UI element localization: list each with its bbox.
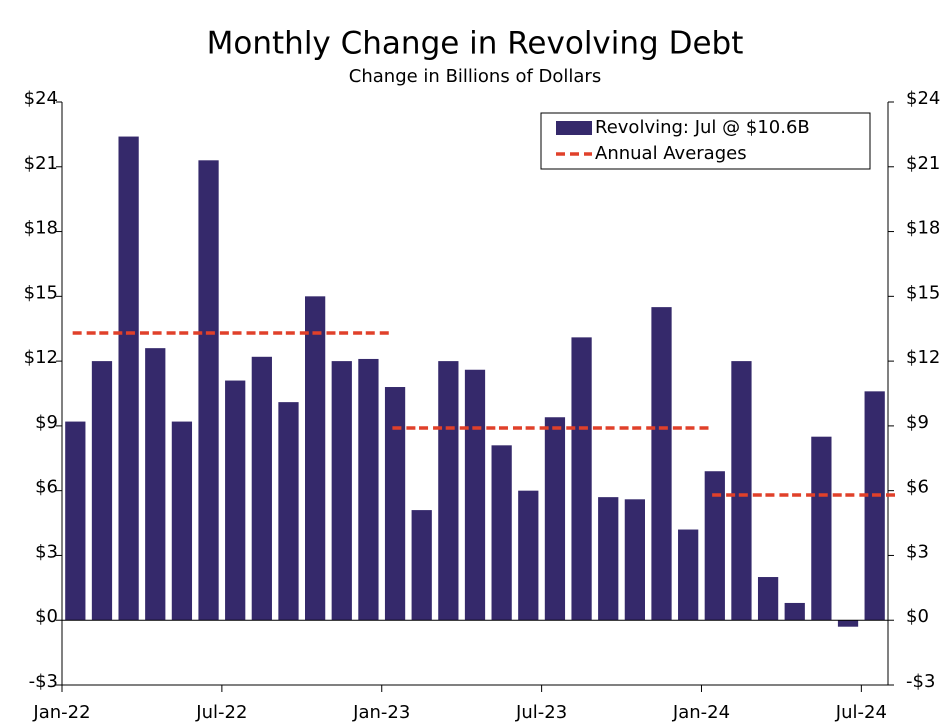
legend-box [540,112,871,170]
y2-tick-label: -$3 [906,671,935,692]
x-tick-label: Jan-23 [352,702,410,723]
bar [518,490,539,621]
bar [438,361,459,621]
y-tick-label: $3 [35,541,58,562]
y2-tick-label: $12 [906,347,940,368]
y-tick-label: $6 [35,477,58,498]
bar [704,471,725,621]
bar [225,380,246,621]
x-tick-label: Jul-24 [835,702,887,723]
bar [278,402,299,621]
y2-tick-label: $0 [906,606,929,627]
bar [145,348,166,621]
legend-label: Revolving: Jul @ $10.6B [595,117,810,138]
y-tick-label: $24 [24,88,58,109]
bar [571,337,592,621]
y2-tick-label: $9 [906,412,929,433]
bar [384,387,406,621]
y-tick-label: $12 [24,347,58,368]
bar [171,421,193,621]
x-tick-label: Jan-22 [32,702,90,723]
bar [411,510,432,621]
legend-swatch [556,121,592,135]
bar [651,307,672,621]
bar [837,620,859,627]
bar [358,358,379,621]
y2-tick-label: $18 [906,218,940,239]
bar [864,391,885,621]
bar [65,421,86,621]
y2-tick-label: $3 [906,541,929,562]
y-tick-label: $9 [35,412,58,433]
y-tick-label: $21 [24,153,58,174]
bar [118,136,139,621]
bar [91,361,113,621]
x-tick-label: Jan-24 [672,702,730,723]
x-tick-label: Jul-23 [515,702,567,723]
bar [198,160,219,621]
legend-label: Annual Averages [595,143,747,164]
bar [331,361,352,621]
y-tick-label: $15 [24,282,58,303]
bar [544,417,566,621]
bar [464,369,486,621]
bar [757,577,779,621]
y2-tick-label: $21 [906,153,940,174]
bar [811,436,832,621]
y2-tick-label: $24 [906,88,940,109]
y2-tick-label: $15 [906,282,940,303]
bar [598,497,619,621]
y-tick-label: $18 [24,218,58,239]
bar [678,529,699,621]
bar [491,445,512,621]
bar [624,499,645,621]
bar [731,361,752,621]
chart-title: Monthly Change in Revolving Debt [207,26,744,62]
bar [784,602,805,621]
y-tick-label: -$3 [29,671,58,692]
y-tick-label: $0 [35,606,58,627]
x-tick-label: Jul-22 [195,702,247,723]
chart-subtitle: Change in Billions of Dollars [349,66,601,87]
bar [305,296,326,621]
bar [251,356,272,621]
y2-tick-label: $6 [906,477,929,498]
